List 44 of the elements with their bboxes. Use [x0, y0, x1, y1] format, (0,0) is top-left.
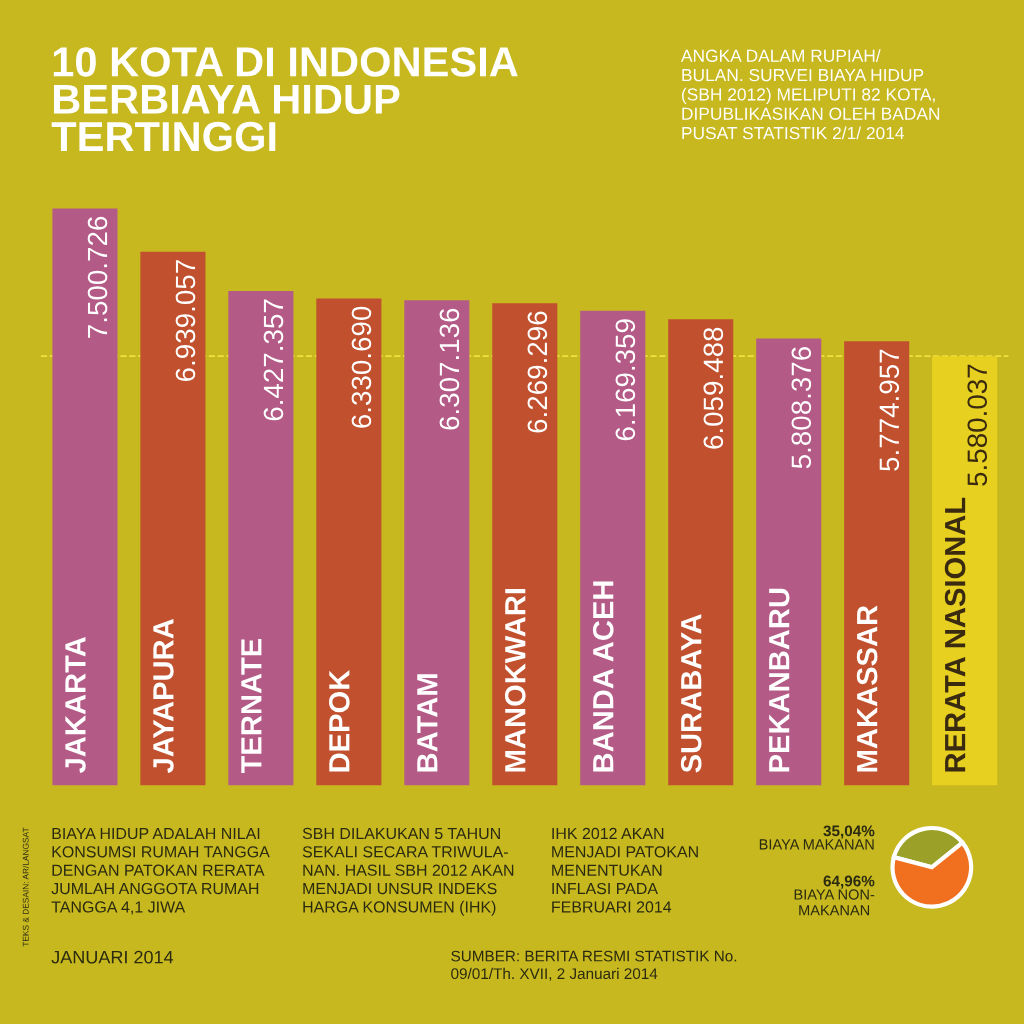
- data-label: 6.427.357: [263, 299, 284, 421]
- data-label: 5.808.376: [791, 347, 812, 469]
- bar: [52, 208, 118, 786]
- x-tick-label: MAKASSAR: [856, 605, 878, 772]
- data-label: 6.169.359: [615, 319, 636, 441]
- data-label: 6.269.296: [527, 311, 548, 433]
- x-tick-label: RERATA NASIONAL: [944, 497, 966, 772]
- data-label: 6.059.488: [703, 327, 724, 449]
- bar: [404, 300, 470, 786]
- slice-label: BIAYA NON- MAKANAN: [794, 889, 875, 916]
- text: TEKS & DESAIN: AR/LANGSAT: [22, 827, 29, 947]
- x-tick-label: DEPOK: [329, 669, 350, 772]
- bar: [492, 303, 558, 786]
- slice-label: BIAYA MAKANAN: [759, 839, 874, 850]
- bar: [580, 310, 646, 786]
- text: SUMBER: BERITA RESMI STATISTIK No. 09/01/Th. XVII, 2 Januari 2014: [451, 950, 737, 981]
- x-tick-label: JAKARTA: [65, 636, 86, 773]
- bar: [668, 319, 734, 786]
- x-tick-label: PEKANBARU: [769, 588, 790, 772]
- text: SBH DILAKUKAN 5 TAHUN SEKALI SECARA TRIWULA- NAN. HASIL SBH 2012 AKAN MENJADI UNSUR INDEKS HARGA KONSUMEN (IHK): [302, 827, 514, 916]
- text: IHK 2012 AKAN MENJADI PATOKAN MENENTUKAN INFLASI PADA FEBRUARI 2014: [552, 827, 698, 913]
- x-tick-label: BATAM: [417, 674, 438, 772]
- bar: [140, 251, 206, 786]
- text: BIAYA HIDUP ADALAH NILAI KONSUMSI RUMAH TANGGA DENGAN PATOKAN RERATA JUMLAH ANGGOTA RUMAH TANGGA 4,1 JIWA: [51, 827, 270, 915]
- x-tick-label: BANDA ACEH: [592, 581, 614, 772]
- data-label: 5.580.037: [967, 364, 988, 486]
- x-tick-label: MANOKWARI: [504, 589, 526, 772]
- bar: [844, 341, 910, 786]
- chart-title: 10 KOTA DI INDONESIA BERBIAYA HIDUP TERTINGGI: [51, 47, 518, 152]
- bar: [228, 290, 294, 786]
- data-label: 64,96%: [823, 875, 875, 889]
- x-tick-label: JAYAPURA: [153, 619, 174, 773]
- data-label: 6.939.057: [175, 260, 196, 381]
- bar: [316, 298, 382, 786]
- x-tick-label: TERNATE: [241, 638, 262, 774]
- x-tick-label: SURABAYA: [680, 614, 702, 773]
- chart-subtitle: ANGKA DALAM RUPIAH/ BULAN. SURVEI BIAYA HIDUP (SBH 2012) MELIPUTI 82 KOTA, DIPUBLIKASIKAN OLEH BADAN PUSAT STATISTIK 2/1/ 2014: [681, 49, 940, 140]
- data-label: 6.330.690: [351, 306, 372, 428]
- text: JANUARI 2014: [51, 950, 174, 964]
- data-label: 5.774.957: [879, 349, 900, 471]
- data-label: 6.307.136: [439, 308, 460, 430]
- data-label: 35,04%: [823, 825, 875, 839]
- data-label: 7.500.726: [87, 216, 108, 338]
- bar: [756, 338, 822, 786]
